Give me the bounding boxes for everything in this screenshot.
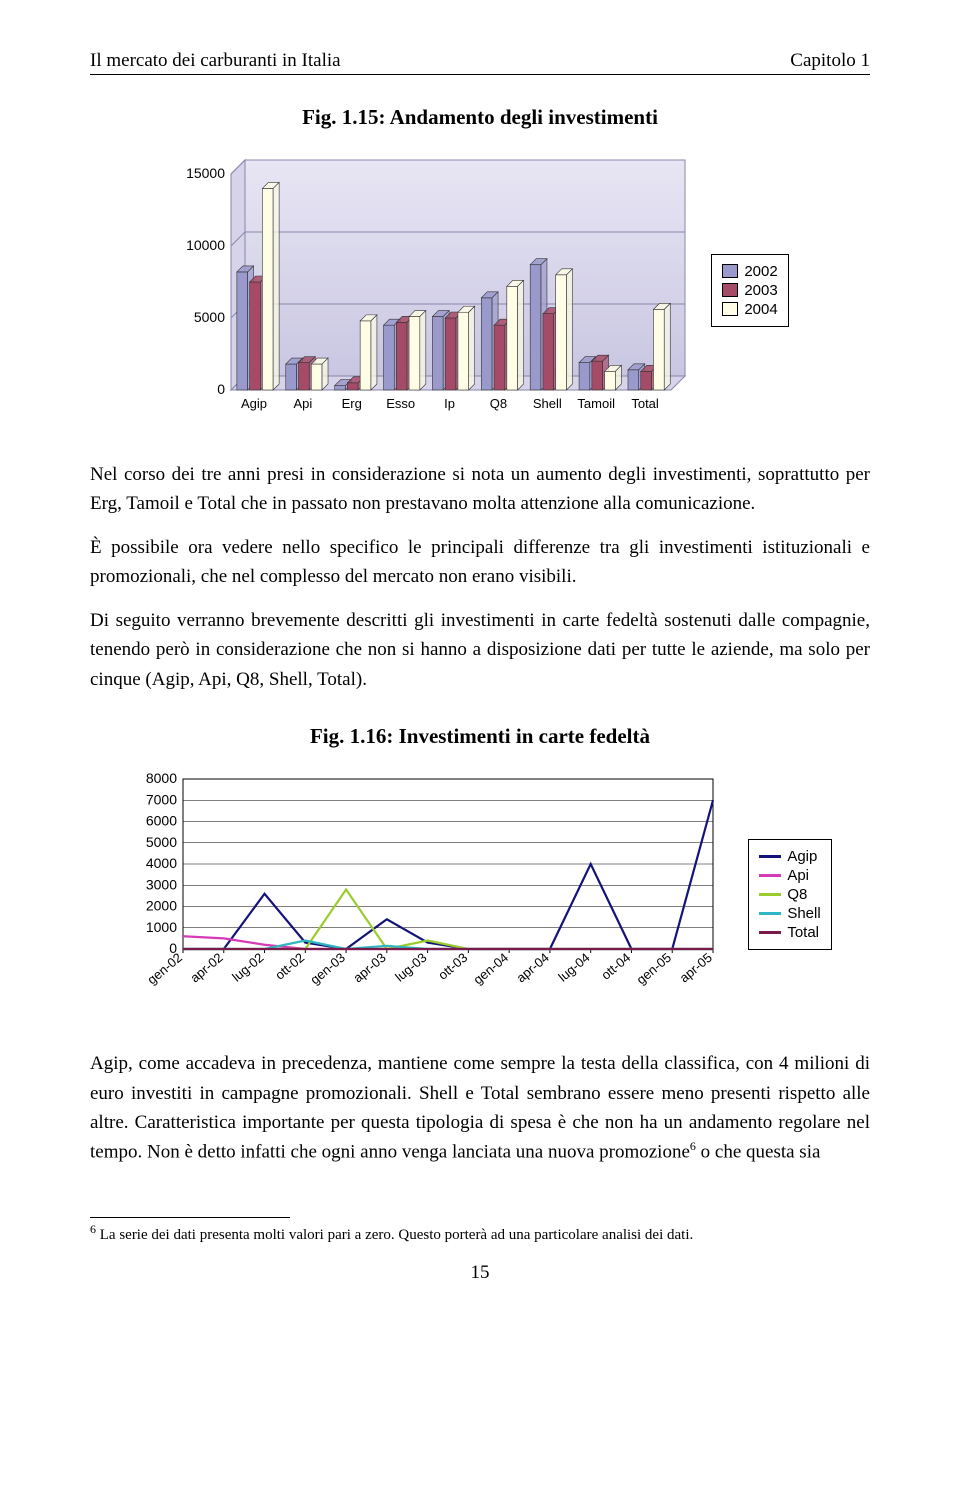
svg-text:ott-02: ott-02 — [272, 950, 307, 983]
paragraph-1: Nel corso dei tre anni presi in consider… — [90, 460, 870, 519]
svg-text:apr-05: apr-05 — [677, 950, 715, 986]
paragraph-2: È possibile ora vedere nello specifico l… — [90, 533, 870, 592]
svg-text:Tamoil: Tamoil — [578, 396, 616, 411]
svg-text:7000: 7000 — [146, 791, 177, 807]
svg-text:Erg: Erg — [342, 396, 362, 411]
svg-text:apr-03: apr-03 — [351, 950, 389, 986]
svg-text:gen-05: gen-05 — [634, 950, 675, 988]
svg-text:10000: 10000 — [186, 237, 225, 253]
paragraph-3: Di seguito verranno brevemente descritti… — [90, 606, 870, 694]
header-left: Il mercato dei carburanti in Italia — [90, 50, 341, 72]
line-chart-svg: 010002000300040005000600070008000gen-02a… — [128, 769, 728, 1019]
svg-text:gen-03: gen-03 — [308, 950, 349, 988]
svg-text:15000: 15000 — [186, 165, 225, 181]
svg-text:lug-04: lug-04 — [556, 950, 593, 985]
svg-text:Api: Api — [294, 396, 313, 411]
svg-text:ott-03: ott-03 — [436, 950, 471, 983]
bar-chart-svg: 0 5000 10000 15000 Agip Api Erg Esso Ip Q8 Shell Ta… — [171, 150, 691, 430]
svg-text:Total: Total — [632, 396, 660, 411]
page-number: 15 — [90, 1262, 870, 1284]
svg-text:lug-03: lug-03 — [393, 950, 430, 985]
svg-text:1000: 1000 — [146, 919, 177, 935]
svg-text:gen-02: gen-02 — [145, 950, 186, 988]
svg-text:apr-02: apr-02 — [188, 950, 226, 986]
fig1-legend: 200220032004 — [711, 254, 788, 327]
fig2-title: Fig. 1.16: Investimenti in carte fedeltà — [90, 724, 870, 749]
fig1-title: Fig. 1.15: Andamento degli investimenti — [90, 105, 870, 130]
para4-part2: o che questa sia — [696, 1142, 821, 1163]
svg-text:2000: 2000 — [146, 898, 177, 914]
svg-text:Shell: Shell — [533, 396, 562, 411]
svg-text:0: 0 — [218, 381, 226, 397]
fig2-legend: AgipApiQ8ShellTotal — [748, 839, 831, 950]
svg-text:Ip: Ip — [444, 396, 455, 411]
svg-text:lug-02: lug-02 — [229, 950, 266, 985]
svg-text:ott-04: ott-04 — [599, 950, 634, 983]
svg-text:3000: 3000 — [146, 876, 177, 892]
page-header: Il mercato dei carburanti in Italia Capi… — [90, 50, 870, 75]
fig2-chart: 010002000300040005000600070008000gen-02a… — [90, 769, 870, 1019]
footnote: 6 La serie dei dati presenta molti valor… — [90, 1222, 870, 1244]
footnote-text: La serie dei dati presenta molti valori … — [96, 1227, 693, 1243]
svg-text:apr-04: apr-04 — [514, 950, 552, 986]
svg-text:Agip: Agip — [241, 396, 267, 411]
svg-text:gen-04: gen-04 — [471, 950, 512, 988]
svg-text:6000: 6000 — [146, 813, 177, 829]
svg-text:5000: 5000 — [194, 309, 225, 325]
fig1-chart: 0 5000 10000 15000 Agip Api Erg Esso Ip Q8 Shell Ta… — [90, 150, 870, 430]
svg-text:Esso: Esso — [387, 396, 416, 411]
svg-text:4000: 4000 — [146, 855, 177, 871]
paragraph-4: Agip, come accadeva in precedenza, manti… — [90, 1049, 870, 1167]
svg-text:5000: 5000 — [146, 834, 177, 850]
footnote-rule — [90, 1217, 290, 1218]
header-right: Capitolo 1 — [790, 50, 870, 72]
svg-text:8000: 8000 — [146, 770, 177, 786]
svg-text:Q8: Q8 — [490, 396, 507, 411]
